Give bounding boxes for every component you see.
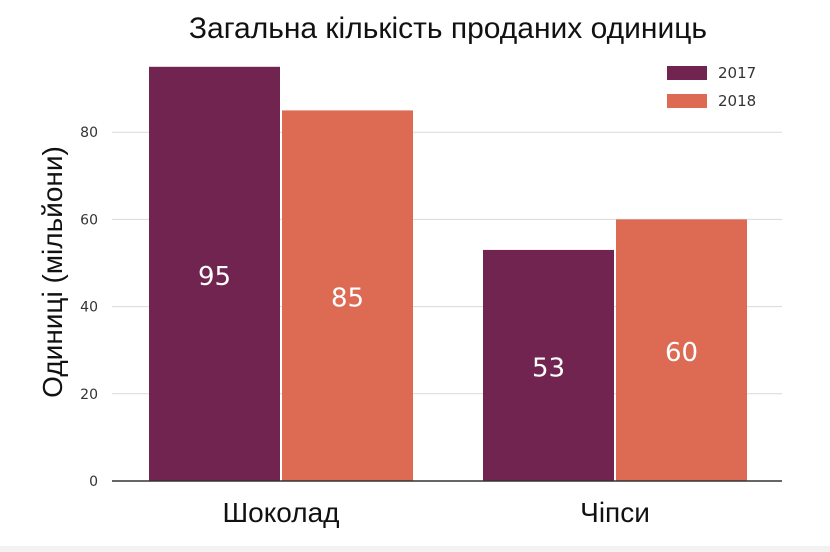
x-category-label: Чіпси [580,497,650,528]
legend-label: 2017 [718,64,756,82]
y-tick-label: 20 [80,387,98,403]
bar-2018-2 [616,219,747,481]
chart-title: Загальна кількість проданих одиниць [189,12,707,45]
x-category-label: Шоколад [222,497,339,528]
y-tick-label: 0 [89,474,98,490]
legend-swatch-2017 [667,66,707,80]
bar-value-label: 60 [665,338,698,368]
bar-2017-2 [483,249,614,481]
bar-value-label: 53 [532,353,565,383]
legend-label: 2018 [718,92,756,110]
y-tick-label: 80 [80,125,98,141]
legend: 2017 2018 [667,64,756,110]
bar-2017-1 [149,66,280,482]
bar-value-label: 95 [198,262,231,292]
bottom-band [0,546,830,552]
y-tick-label: 40 [80,300,98,316]
bar-2018-1 [282,110,413,482]
bar-value-labels: 95 85 53 60 [198,262,698,384]
y-axis-label: Одиниці (мільйони) [37,146,68,398]
axes: 0 20 40 60 80 Шоколад Чіпси [80,125,782,528]
bars [149,66,747,482]
legend-swatch-2018 [667,94,707,108]
y-tick-label: 60 [80,212,98,228]
bar-value-label: 85 [331,284,364,314]
